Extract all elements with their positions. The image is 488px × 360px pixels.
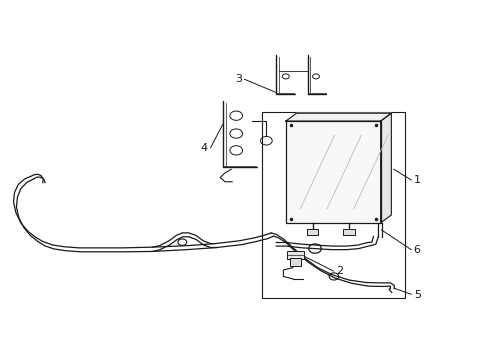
Bar	[261, 112, 404, 298]
Bar	[306, 229, 318, 235]
Text: 6: 6	[413, 246, 420, 255]
Bar	[286, 251, 304, 258]
Bar	[285, 121, 380, 223]
Text: 3: 3	[235, 74, 242, 84]
Polygon shape	[285, 113, 390, 121]
Text: 4: 4	[201, 143, 207, 153]
Bar	[289, 258, 301, 266]
Polygon shape	[380, 113, 390, 223]
Text: 5: 5	[413, 290, 420, 300]
Text: 1: 1	[413, 175, 420, 185]
Text: 2: 2	[335, 266, 343, 276]
Bar	[343, 229, 354, 235]
